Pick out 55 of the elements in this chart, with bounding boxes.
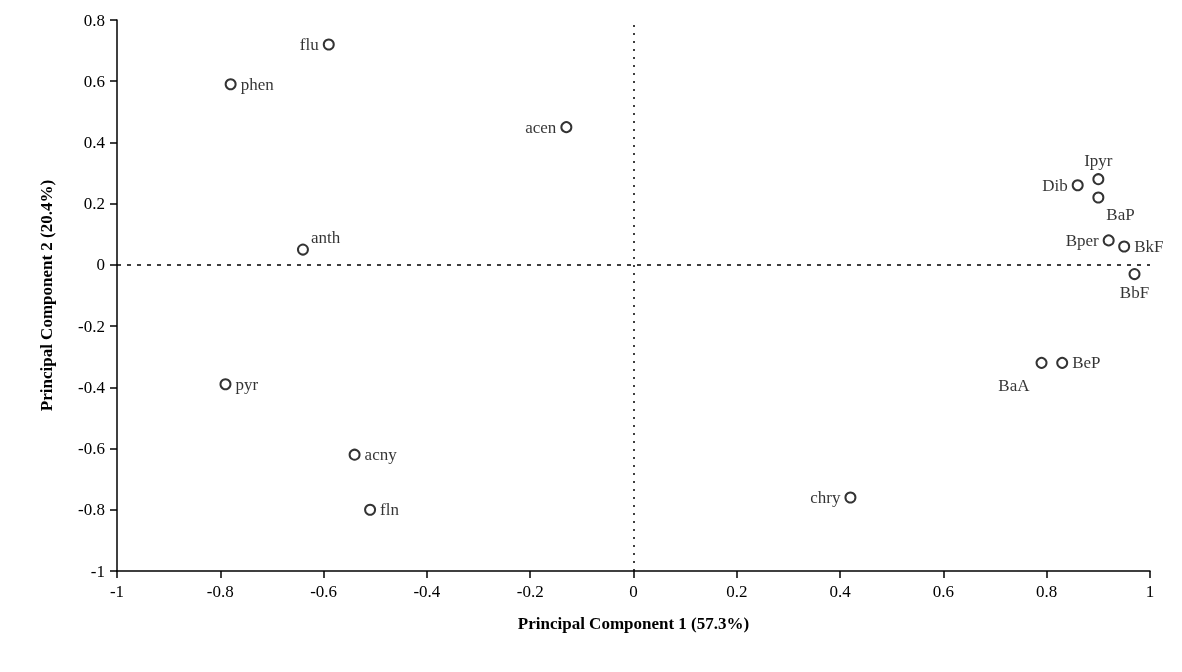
annotation: phen <box>240 74 275 94</box>
annotation: BaP <box>1106 204 1135 224</box>
annotation: acny <box>364 445 398 465</box>
point <box>1092 173 1105 186</box>
annotation: chry <box>810 488 841 508</box>
y-tick-label: -0.4 <box>78 377 106 397</box>
y-tick-label: -0.2 <box>78 316 105 336</box>
annotation: BeP <box>1072 353 1101 373</box>
y-axis-title: Principal Component 2 (20.4%) <box>37 179 56 412</box>
point <box>1128 268 1141 281</box>
y-tick-label: 0.6 <box>83 71 105 91</box>
annotation: Bper <box>1065 230 1100 250</box>
point <box>844 491 857 504</box>
annotation: BaA <box>998 375 1031 395</box>
annotation: flu <box>299 34 320 54</box>
annotation: acen <box>525 117 557 137</box>
x-tick-label: 0 <box>629 582 638 601</box>
point <box>1035 356 1048 369</box>
point <box>322 38 335 51</box>
point <box>1118 240 1131 253</box>
annotation: fln <box>380 500 400 520</box>
point <box>1102 234 1115 247</box>
x-tick-label: -0.2 <box>516 582 544 601</box>
annotation: BkF <box>1134 237 1164 257</box>
x-tick-label: 0.8 <box>1036 582 1058 601</box>
annotation: Ipyr <box>1084 151 1113 171</box>
x-tick-label: 0.6 <box>932 582 955 601</box>
annotation: pyr <box>235 374 259 394</box>
y-tick-label: -0.6 <box>78 439 105 459</box>
annotation: Dib <box>1042 175 1068 195</box>
y-tick-label: 0 <box>96 255 105 275</box>
annotation: anth <box>310 227 341 247</box>
y-tick-label: -0.8 <box>78 500 105 520</box>
y-tick-label: 0.8 <box>83 10 105 30</box>
annotation: BbF <box>1119 283 1150 303</box>
x-tick-label: 0.4 <box>829 582 852 601</box>
point <box>1092 191 1105 204</box>
point <box>348 448 361 461</box>
y-tick-label: 0.2 <box>83 194 105 214</box>
point <box>364 503 377 516</box>
x-tick-label: 1 <box>1145 582 1155 601</box>
point <box>1056 356 1069 369</box>
point <box>224 78 237 91</box>
point <box>560 121 573 134</box>
x-tick-label: 0.2 <box>726 582 748 601</box>
point <box>219 378 232 391</box>
x-tick-label: -0.6 <box>310 582 338 601</box>
y-tick-label: 0.4 <box>83 132 106 152</box>
x-tick-label: -1 <box>109 582 125 601</box>
point <box>296 243 309 256</box>
y-tick-label: -1 <box>90 561 105 581</box>
x-tick-label: -0.4 <box>413 582 441 601</box>
x-axis-title: Principal Component 1 (57.3%) <box>517 614 750 633</box>
point <box>1071 179 1084 192</box>
x-tick-label: -0.8 <box>206 582 234 601</box>
